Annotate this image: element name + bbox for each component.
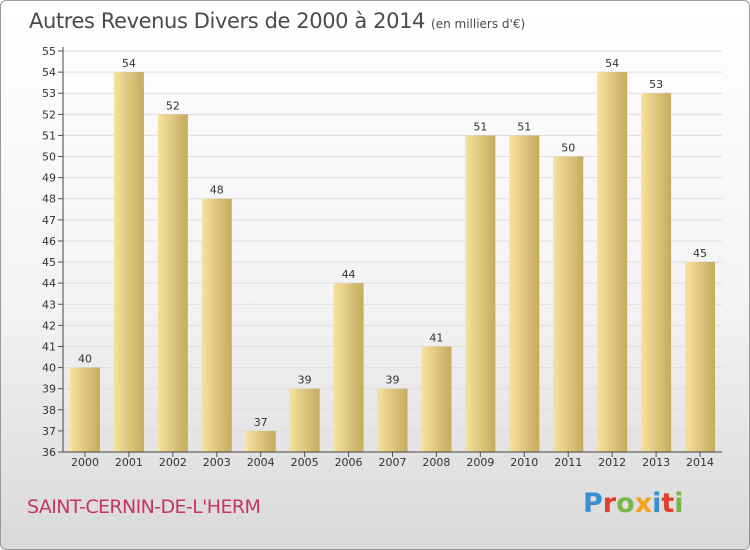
y-tick-label: 45 [42,256,56,269]
bar-value-label: 51 [473,120,487,133]
chart-title: Autres Revenus Divers de 2000 à 2014 (en … [29,9,525,33]
y-tick-label: 49 [42,172,56,185]
y-tick-label: 44 [42,277,56,290]
bar-value-label: 45 [693,247,707,260]
x-tick-label: 2013 [642,456,670,469]
bar [377,388,408,452]
town-name: SAINT-CERNIN-DE-L'HERM [27,496,261,518]
y-tick-label: 41 [42,340,56,353]
logo-letter: i [652,488,662,519]
y-tick-label: 51 [42,129,56,142]
x-tick-label: 2010 [510,456,538,469]
y-tick-label: 47 [42,214,56,227]
bar-value-label: 41 [429,331,443,344]
x-tick-label: 2001 [115,456,143,469]
bar-value-label: 51 [517,120,531,133]
bar [509,135,540,452]
y-tick-label: 48 [42,193,56,206]
proxiti-logo[interactable]: Proxiti [583,488,684,519]
y-tick-label: 38 [42,404,56,417]
bar [465,135,496,452]
logo-letter: o [616,488,635,519]
logo-letter: i [674,488,684,519]
bar-value-label: 39 [386,374,400,387]
bar [245,430,276,452]
y-tick-label: 37 [42,425,56,438]
x-tick-label: 2007 [379,456,407,469]
x-tick-label: 2011 [554,456,582,469]
y-tick-label: 39 [42,383,56,396]
bar-value-label: 53 [649,78,663,91]
bar [113,72,144,453]
chart-title-text: Autres Revenus Divers de 2000 à 2014 [29,9,426,33]
bar [641,93,672,453]
bar [597,72,628,453]
y-tick-label: 55 [42,45,56,58]
x-tick-label: 2009 [466,456,494,469]
x-tick-label: 2008 [422,456,450,469]
logo-letter: r [602,488,617,519]
bar [69,367,100,452]
y-tick-label: 50 [42,151,56,164]
y-tick-label: 54 [42,66,56,79]
bar-value-label: 44 [342,268,356,281]
bar [553,156,584,453]
axes: 36 37 38 39 40 41 42 43 44 45 46 47 48 49 50 51 52 53 54 55… [42,45,722,469]
chart-unit: (en milliers d'€) [431,17,526,31]
y-tick-label: 46 [42,235,56,248]
y-tick-label: 52 [42,108,56,121]
y-tick-label: 40 [42,362,56,375]
x-tick-label: 2005 [291,456,319,469]
x-tick-label: 2012 [598,456,626,469]
logo-letter: t [661,488,675,519]
x-tick-label: 2014 [686,456,714,469]
bar [421,346,452,452]
y-tick-label: 42 [42,319,56,332]
bar-value-label: 39 [298,374,312,387]
x-tick-label: 2003 [203,456,231,469]
y-tick-label: 43 [42,298,56,311]
y-tick-label: 53 [42,87,56,100]
bar-value-label: 50 [561,142,575,155]
bar [685,262,716,452]
bar [201,198,232,452]
bar-value-label: 54 [605,57,619,70]
bar-value-label: 54 [122,57,136,70]
logo-letter: P [583,488,603,519]
bar [289,388,320,452]
bar [333,283,364,452]
bar-value-label: 48 [210,184,224,197]
logo-letter: x [634,488,653,519]
x-tick-label: 2000 [71,456,99,469]
bar [157,114,188,452]
bar-value-label: 40 [78,353,92,366]
y-tick-label: 36 [42,446,56,459]
x-tick-label: 2002 [159,456,187,469]
bar-value-label: 52 [166,99,180,112]
x-tick-label: 2004 [247,456,275,469]
x-tick-label: 2006 [335,456,363,469]
bar-value-label: 37 [254,416,268,429]
bars: 40 54 52 48 37 39 44 39 41 51 51 50 54 53 45 [69,57,716,453]
